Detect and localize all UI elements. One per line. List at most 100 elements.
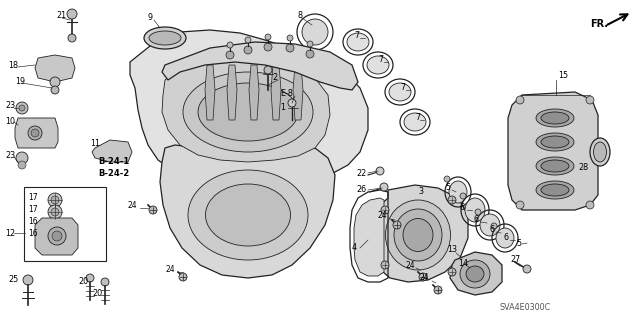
Text: 14: 14	[458, 258, 468, 268]
Text: 26: 26	[356, 186, 366, 195]
Text: 5: 5	[516, 239, 521, 248]
Text: 24: 24	[165, 265, 175, 275]
Ellipse shape	[389, 83, 411, 101]
Polygon shape	[162, 56, 330, 162]
Text: E-8: E-8	[280, 88, 293, 98]
Text: 2: 2	[272, 73, 277, 83]
Text: 28: 28	[578, 164, 588, 173]
Ellipse shape	[541, 112, 569, 124]
Circle shape	[516, 201, 524, 209]
Circle shape	[264, 66, 272, 74]
Ellipse shape	[541, 184, 569, 196]
Text: 5: 5	[445, 182, 450, 191]
Circle shape	[380, 183, 388, 191]
Polygon shape	[160, 145, 335, 278]
Ellipse shape	[347, 33, 369, 51]
Circle shape	[23, 275, 33, 285]
Circle shape	[51, 86, 59, 94]
Circle shape	[244, 46, 252, 54]
Ellipse shape	[536, 133, 574, 151]
Circle shape	[31, 129, 39, 137]
Text: 15: 15	[558, 71, 568, 80]
Ellipse shape	[385, 200, 451, 270]
Polygon shape	[35, 55, 75, 82]
Circle shape	[48, 227, 66, 245]
Polygon shape	[162, 42, 358, 90]
Polygon shape	[354, 198, 384, 276]
Ellipse shape	[536, 109, 574, 127]
Text: 8: 8	[297, 11, 302, 20]
Text: 27: 27	[510, 256, 520, 264]
Ellipse shape	[449, 181, 467, 203]
Circle shape	[51, 196, 59, 204]
Circle shape	[381, 206, 389, 214]
Text: 18: 18	[8, 61, 18, 70]
Text: B-24-1: B-24-1	[98, 158, 129, 167]
Polygon shape	[249, 65, 259, 120]
Ellipse shape	[144, 27, 186, 49]
Text: 4: 4	[352, 243, 357, 253]
Text: 3: 3	[418, 188, 423, 197]
Text: 1: 1	[280, 103, 285, 113]
Ellipse shape	[536, 157, 574, 175]
Polygon shape	[271, 65, 281, 120]
Ellipse shape	[404, 113, 426, 131]
Circle shape	[265, 34, 271, 40]
Text: 7: 7	[354, 32, 359, 41]
Polygon shape	[205, 65, 215, 120]
Text: 13: 13	[447, 246, 457, 255]
Ellipse shape	[205, 184, 291, 246]
Ellipse shape	[188, 170, 308, 260]
Text: 7: 7	[415, 114, 420, 122]
Circle shape	[523, 265, 531, 273]
Circle shape	[18, 161, 26, 169]
Circle shape	[491, 223, 497, 229]
Text: 25: 25	[8, 275, 19, 284]
Polygon shape	[15, 118, 58, 148]
Circle shape	[51, 208, 59, 216]
Polygon shape	[508, 92, 598, 210]
Text: 22: 22	[356, 168, 366, 177]
Text: 20: 20	[78, 277, 88, 286]
Text: FR.: FR.	[590, 19, 608, 29]
Circle shape	[444, 176, 450, 182]
Polygon shape	[35, 218, 78, 255]
Text: SVA4E0300C: SVA4E0300C	[500, 303, 551, 313]
Circle shape	[302, 19, 328, 45]
Circle shape	[376, 167, 384, 175]
Ellipse shape	[593, 142, 607, 162]
Ellipse shape	[367, 56, 389, 74]
Text: 24: 24	[378, 211, 388, 220]
Text: 16: 16	[28, 229, 38, 239]
Polygon shape	[368, 185, 468, 282]
Circle shape	[48, 205, 62, 219]
Circle shape	[434, 286, 442, 294]
Circle shape	[19, 105, 25, 111]
Circle shape	[179, 273, 187, 281]
Polygon shape	[92, 140, 132, 162]
Circle shape	[307, 41, 313, 47]
Ellipse shape	[394, 209, 442, 261]
Circle shape	[101, 278, 109, 286]
Text: 24: 24	[128, 201, 138, 210]
Text: 6: 6	[474, 216, 479, 225]
Text: 12: 12	[5, 228, 15, 238]
Circle shape	[48, 193, 62, 207]
Text: 6: 6	[489, 226, 494, 234]
Circle shape	[68, 34, 76, 42]
Circle shape	[448, 268, 456, 276]
Polygon shape	[227, 65, 237, 120]
Text: 23: 23	[5, 101, 15, 110]
Circle shape	[245, 37, 251, 43]
Ellipse shape	[183, 72, 313, 152]
Polygon shape	[450, 252, 502, 295]
Text: 20: 20	[92, 288, 102, 298]
Text: 16: 16	[28, 218, 38, 226]
Circle shape	[381, 261, 389, 269]
Ellipse shape	[460, 260, 490, 288]
Ellipse shape	[149, 31, 181, 45]
Circle shape	[286, 44, 294, 52]
Circle shape	[306, 50, 314, 58]
Circle shape	[393, 221, 401, 229]
Circle shape	[448, 196, 456, 204]
